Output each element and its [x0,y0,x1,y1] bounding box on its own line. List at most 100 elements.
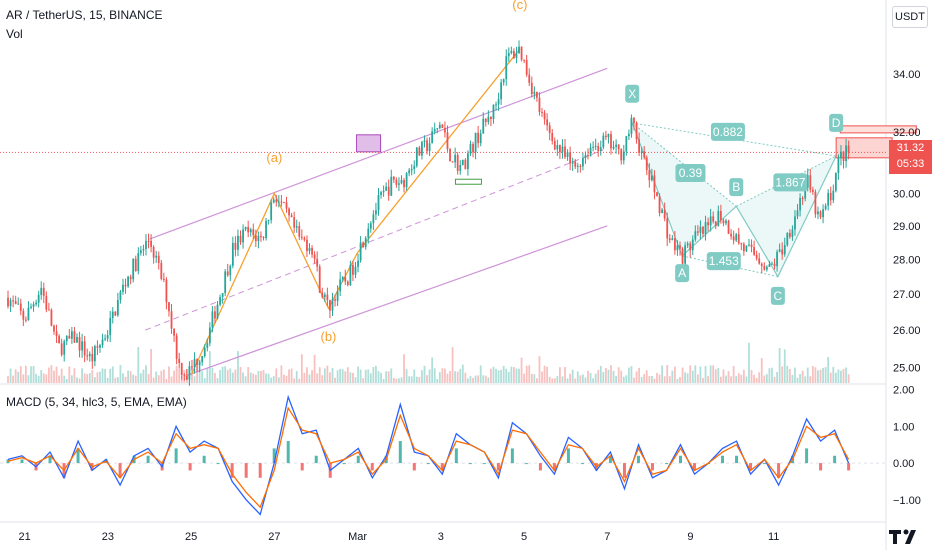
volume-bar [178,368,181,383]
candle-body [316,258,319,267]
candle-body [124,284,127,287]
volume-bar [610,365,612,383]
volume-bar [656,372,658,383]
volume-bar [523,373,526,383]
candle-body [201,356,204,363]
candle-body [398,183,400,185]
volume-bar [32,366,35,383]
volume-bar [17,371,20,383]
volume-bar [722,369,725,383]
macd-tick-label: 0.00 [893,458,914,470]
candle-body [58,336,61,344]
candle-body [597,145,600,151]
candle-body [505,56,508,80]
candle-body [719,211,722,221]
candle-body [438,124,441,129]
pattern-xd [632,122,837,157]
candle-body [801,197,804,199]
candle-body [290,215,293,218]
candle-body [53,325,55,332]
candle-body [589,147,592,157]
volume-bar [528,365,531,383]
volume-bars [7,342,850,383]
time-tick-label: 7 [604,531,610,543]
candle-body [395,179,398,185]
volume-bar [559,367,561,383]
volume-bar [742,369,745,383]
volume-bar [122,373,124,383]
candle-body [150,240,152,247]
candle-body [285,202,288,209]
candle-body [382,190,385,193]
channel-upper [149,67,608,240]
volume-bar [101,368,104,383]
candle-body [326,294,329,301]
volume-bar [239,366,242,383]
candle-body [686,243,689,246]
candle-body [191,366,193,368]
price-tick-label: 26.00 [893,325,921,337]
currency-button[interactable]: USDT [892,6,928,28]
candle-body [811,189,814,192]
volume-bar [444,368,446,383]
candle-body [546,119,549,126]
candle-body [490,116,492,120]
volume-bar [663,376,666,383]
candle-body [109,317,112,336]
candle-body [748,244,750,246]
volume-bar [505,368,508,383]
candle-body [237,235,239,250]
macd-histogram-bar [552,463,556,471]
candle-body [564,146,566,158]
candle-body [83,341,86,356]
candle-body [433,129,436,132]
candle-body [469,143,472,154]
volume-bar [497,370,500,383]
candle-body [451,161,454,163]
volume-bar [645,370,648,383]
candle-body [561,146,564,153]
volume-bar [840,370,842,383]
candle-body [551,133,554,141]
volume-bar [538,356,541,383]
volume-bar [380,372,382,383]
candle-body [413,165,416,169]
pattern-point-label: C [774,289,783,303]
macd-histogram-bar [622,463,626,478]
candle-body [681,248,684,264]
candle-body [566,152,569,158]
volume-bar [413,369,416,383]
volume-bar [837,369,840,383]
candle-body [742,243,745,252]
candle-body [37,294,40,303]
volume-bar [139,373,142,383]
volume-bar [768,368,771,383]
candle-body [175,335,178,359]
volume-bar [694,365,697,383]
volume-bar [99,371,101,383]
volume-bar [681,367,684,383]
volume-bar [275,368,278,383]
candle-body [806,175,809,188]
volume-bar [653,378,656,383]
candle-body [633,117,635,123]
candle-body [467,153,469,170]
candle-body [441,124,444,128]
volume-bar [806,367,809,383]
volume-bar [845,367,847,383]
candle-body [714,221,717,227]
volume-bar [691,370,694,383]
volume-bar [553,378,556,383]
volume-bar [421,370,423,383]
candle-body [773,263,776,267]
candle-body [661,209,664,214]
volume-bar [735,376,738,383]
volume-bar [344,371,347,383]
volume-bar [773,376,776,383]
volume-bar [456,371,459,383]
macd-histogram-bar [735,455,739,464]
macd-histogram-bar [482,463,486,465]
candle-body [147,240,150,242]
